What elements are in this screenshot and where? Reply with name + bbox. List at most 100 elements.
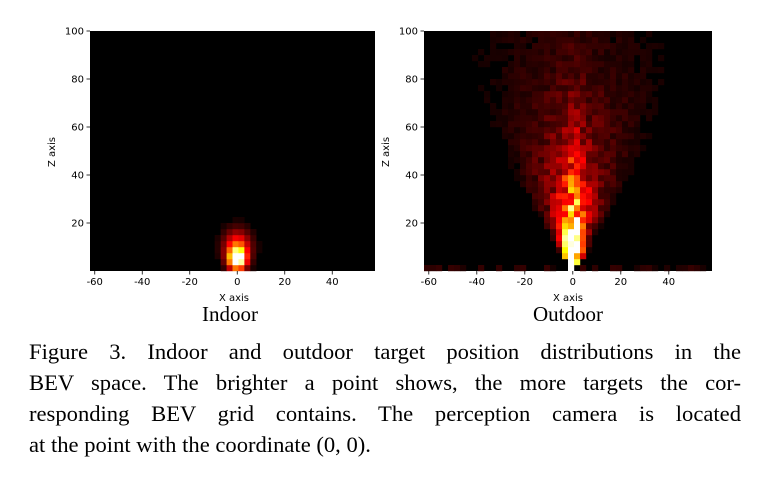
heat-cell (574, 145, 581, 152)
heat-cell (562, 229, 569, 236)
heat-cell (568, 85, 575, 92)
heat-cell (574, 241, 581, 248)
heat-cell (544, 211, 551, 218)
heat-cell (574, 133, 581, 140)
heat-cell (544, 73, 551, 80)
heat-cell (616, 181, 623, 188)
heat-cell (544, 175, 551, 182)
heat-cell (250, 265, 257, 272)
heat-cell (214, 247, 221, 254)
heat-cell (580, 223, 587, 230)
heat-cell (580, 67, 587, 74)
heat-cell (550, 145, 557, 152)
heat-cell (556, 157, 563, 164)
heat-cell (616, 175, 623, 182)
heat-cell (580, 145, 587, 152)
heat-cell (580, 163, 587, 170)
heat-cell (586, 247, 593, 254)
heat-cell (526, 37, 533, 44)
heat-cell (580, 187, 587, 194)
heat-cell (538, 139, 545, 146)
heat-cell (628, 145, 635, 152)
heat-cell (574, 235, 581, 242)
heat-cell (640, 109, 647, 116)
heat-cell (496, 115, 503, 122)
heat-cell (232, 247, 239, 254)
outdoor-ticks: -60 -40 -20 0 20 40 20 40 60 80 100 (399, 27, 675, 289)
heat-cell (598, 79, 605, 86)
heat-cell (520, 79, 527, 86)
heat-cell (580, 79, 587, 86)
heat-cell (610, 157, 617, 164)
heat-cell (616, 61, 623, 68)
heat-cell (514, 121, 521, 128)
heat-cell (646, 49, 653, 56)
heat-cell (586, 193, 593, 200)
heat-cell (544, 139, 551, 146)
heat-cell (598, 187, 605, 194)
heat-cell (490, 103, 497, 110)
heat-cell (622, 43, 629, 50)
heat-cell (556, 91, 563, 98)
heat-cell (598, 67, 605, 74)
heat-cell (232, 265, 239, 272)
heat-cell (226, 247, 233, 254)
heat-cell (508, 97, 515, 104)
heat-cell (538, 103, 545, 110)
heat-cell (598, 193, 605, 200)
heat-cell (526, 157, 533, 164)
heat-cell (598, 103, 605, 110)
heat-cell (634, 73, 641, 80)
heat-cell (520, 97, 527, 104)
heat-cell (580, 253, 587, 260)
heat-cell (556, 211, 563, 218)
heat-cell (544, 97, 551, 104)
heat-cell (640, 73, 647, 80)
heat-cell (568, 187, 575, 194)
heat-cell (610, 55, 617, 62)
heat-cell (586, 187, 593, 194)
heat-cell (514, 43, 521, 50)
heat-cell (550, 127, 557, 134)
heat-cell (574, 55, 581, 62)
heat-cell (256, 247, 263, 254)
heat-cell (538, 55, 545, 62)
heat-cell (220, 253, 227, 260)
heat-cell (526, 73, 533, 80)
heat-cell (550, 169, 557, 176)
heat-cell (226, 265, 233, 272)
heat-cell (574, 127, 581, 134)
heat-cell (550, 79, 557, 86)
heat-cell (520, 103, 527, 110)
heat-cell (502, 109, 509, 116)
heat-cell (502, 115, 509, 122)
heat-cell (538, 109, 545, 116)
heat-cell (604, 73, 611, 80)
heat-cell (568, 139, 575, 146)
heat-cell (244, 229, 251, 236)
heat-cell (562, 169, 569, 176)
heat-cell (502, 73, 509, 80)
caption-line: BEV space. The brighter a point shows, t… (29, 370, 741, 395)
heat-cell (574, 181, 581, 188)
heat-cell (538, 43, 545, 50)
heat-cell (562, 175, 569, 182)
heat-cell (562, 79, 569, 86)
heat-cell (556, 175, 563, 182)
heat-cell (574, 43, 581, 50)
heat-cell (568, 49, 575, 56)
heat-cell (640, 91, 647, 98)
heat-cell (508, 145, 515, 152)
heat-cell (562, 145, 569, 152)
heat-cell (580, 85, 587, 92)
heat-cell (610, 169, 617, 176)
heat-cell (556, 187, 563, 194)
heat-cell (592, 169, 599, 176)
heat-cell (550, 61, 557, 68)
heat-cell (490, 109, 497, 116)
heat-cell (580, 121, 587, 128)
heat-cell (538, 205, 545, 212)
heat-cell (646, 43, 653, 50)
heat-cell (556, 31, 563, 38)
heat-cell (562, 187, 569, 194)
